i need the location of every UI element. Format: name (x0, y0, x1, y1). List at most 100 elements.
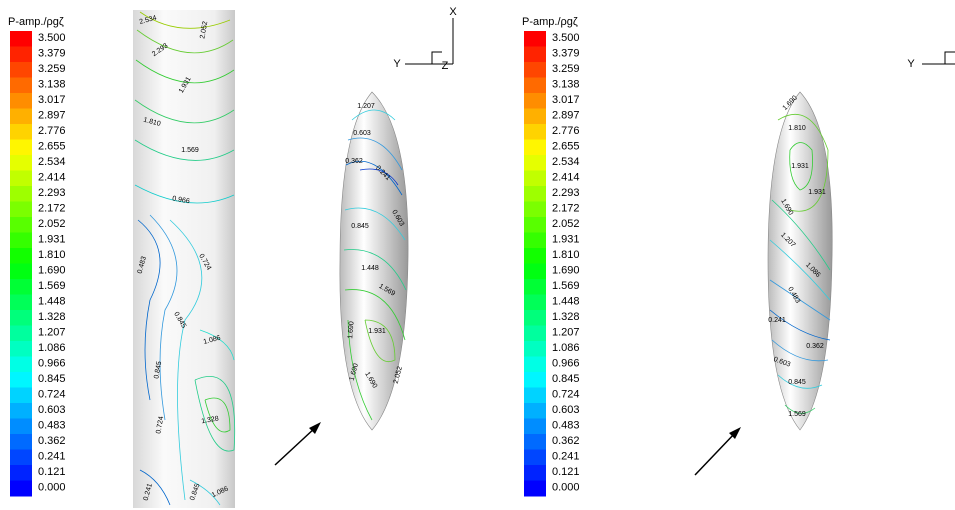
contour-label: 0.241 (768, 317, 786, 324)
legend-swatch (10, 47, 32, 63)
legend-swatch (10, 481, 32, 497)
legend-label: 0.724 (38, 388, 66, 400)
legend-label: 0.483 (552, 419, 580, 431)
legend-swatch (524, 31, 546, 47)
arrow (695, 432, 736, 475)
axis-label: Y (393, 58, 401, 70)
legend-swatch (10, 124, 32, 140)
legend-label: 0.603 (552, 404, 580, 416)
legend-label: 0.121 (552, 466, 580, 478)
contour-label: 1.207 (357, 103, 375, 110)
legend-label: 0.000 (38, 481, 66, 493)
legend-label: 0.724 (552, 388, 580, 400)
legend-label: 0.121 (38, 466, 66, 478)
legend-swatch (10, 341, 32, 357)
legend-swatch (10, 62, 32, 78)
legend-label: 2.897 (38, 109, 66, 121)
arrow (275, 427, 316, 465)
legend-swatch (524, 341, 546, 357)
legend-swatch (524, 372, 546, 388)
legend-swatch (10, 419, 32, 435)
legend-swatch (10, 202, 32, 218)
legend-swatch (524, 93, 546, 109)
legend-swatch (524, 295, 546, 311)
legend-swatch (524, 310, 546, 326)
legend-swatch (10, 109, 32, 125)
legend-label: 3.500 (552, 32, 580, 44)
axes-triad (922, 52, 955, 64)
contour-label: 0.362 (345, 158, 363, 165)
legend-label: 1.328 (38, 311, 66, 323)
contour-label: 1.569 (788, 411, 806, 418)
legend-swatch (10, 388, 32, 404)
legend-label: 0.362 (552, 435, 580, 447)
legend-label: 3.017 (38, 94, 66, 106)
legend-swatch (10, 186, 32, 202)
legend-label: 1.328 (552, 311, 580, 323)
legend-swatch (524, 279, 546, 295)
legend-swatch (10, 217, 32, 233)
legend-label: 2.534 (38, 156, 66, 168)
legend-swatch (10, 93, 32, 109)
axis-label: Z (442, 60, 449, 72)
legend-label: 0.603 (38, 404, 66, 416)
legend-label: 3.138 (552, 78, 580, 90)
legend-label: 2.414 (552, 171, 580, 183)
legend-swatch (524, 109, 546, 125)
legend-label: 1.086 (38, 342, 66, 354)
legend-swatch (524, 202, 546, 218)
legend-swatch (524, 140, 546, 156)
legend-swatch (10, 295, 32, 311)
legend-swatch (10, 465, 32, 481)
legend-title: P-amp./ρgζ (522, 16, 578, 28)
axis-label: X (449, 6, 457, 18)
contour-label: 1.931 (791, 163, 809, 170)
legend-label: 2.655 (552, 140, 580, 152)
legend-label: 2.776 (38, 125, 66, 137)
legend-label: 0.966 (552, 357, 580, 369)
legend-swatch (524, 171, 546, 187)
legend-label: 1.569 (38, 280, 66, 292)
legend-label: 2.172 (38, 202, 66, 214)
legend-label: 1.086 (552, 342, 580, 354)
legend-swatch (10, 357, 32, 373)
legend-swatch (10, 434, 32, 450)
contour-label: 1.810 (788, 125, 806, 132)
legend-label: 0.845 (552, 373, 580, 385)
legend-label: 1.448 (552, 295, 580, 307)
legend-label: 2.293 (38, 187, 66, 199)
legend-label: 1.931 (38, 233, 66, 245)
axes-triad (405, 18, 453, 64)
legend-swatch (10, 450, 32, 466)
legend-label: 2.293 (552, 187, 580, 199)
legend-label: 3.500 (38, 32, 66, 44)
legend-swatch (10, 372, 32, 388)
legend-label: 3.379 (38, 47, 66, 59)
legend-label: 1.810 (552, 249, 580, 261)
legend-swatch (10, 248, 32, 264)
legend-swatch (10, 403, 32, 419)
legend-label: 0.483 (38, 419, 66, 431)
legend-swatch (524, 388, 546, 404)
legend-label: 3.259 (38, 63, 66, 75)
legend-swatch (524, 47, 546, 63)
legend-label: 1.690 (552, 264, 580, 276)
legend-label: 2.052 (38, 218, 66, 230)
legend-swatch (10, 233, 32, 249)
screenshot: X Y Z Y P-amp./ρgζ3.5003.3793.2593.1383.… (0, 0, 955, 510)
contour-label: 1.569 (181, 147, 199, 154)
legend-label: 3.379 (552, 47, 580, 59)
legend-swatch (524, 403, 546, 419)
legend-swatch (524, 78, 546, 94)
legend-label: 2.172 (552, 202, 580, 214)
legend-swatch (524, 124, 546, 140)
legend-label: 2.897 (552, 109, 580, 121)
legend-swatch (10, 155, 32, 171)
legend-swatch (10, 140, 32, 156)
legend-label: 1.690 (38, 264, 66, 276)
contour-label: 0.845 (351, 223, 369, 230)
legend-swatch (524, 434, 546, 450)
legend-swatch (524, 481, 546, 497)
legend-swatch (524, 248, 546, 264)
legend-label: 0.241 (552, 450, 580, 462)
